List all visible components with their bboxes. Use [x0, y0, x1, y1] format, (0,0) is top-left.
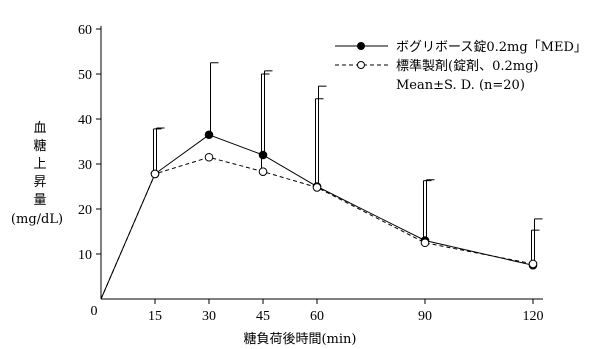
axis-ticks: 10 20 30 40 50 60 0 15 30 45 60 90 120	[78, 23, 544, 324]
data-point-reference	[258, 167, 268, 176]
y-axis-label-char: 昇	[33, 175, 46, 190]
x-tick-label: 120	[523, 309, 544, 324]
data-point-reference	[312, 183, 322, 192]
y-tick-label: 50	[78, 68, 92, 83]
y-tick-label: 30	[78, 158, 92, 173]
legend-note: Mean±S. D. (n=20)	[396, 78, 525, 93]
data-point-reference	[420, 238, 430, 248]
x-tick-label: 90	[418, 309, 432, 324]
y-axis-label-char: 量	[33, 193, 46, 208]
y-tick-label: 60	[78, 23, 92, 38]
series-lines	[100, 134, 534, 300]
data-points	[150, 130, 538, 270]
y-axis-label-char: 血	[33, 121, 46, 136]
data-point-test	[204, 130, 214, 140]
x-tick-label: 60	[310, 309, 324, 324]
legend-marker-open	[357, 61, 365, 69]
series-line-test	[100, 134, 534, 300]
data-point-test	[258, 150, 268, 160]
series-line-reference	[100, 156, 534, 300]
y-axis-unit: (mg/dL)	[11, 212, 63, 227]
y-tick-label: 40	[78, 113, 92, 128]
legend-marker-filled	[357, 42, 365, 50]
x-axis-label: 糖負荷後時間(min)	[243, 331, 356, 347]
y-axis-label: 血 糖 上 昇 量 (mg/dL)	[11, 121, 63, 227]
x-tick-label: 15	[148, 309, 162, 324]
data-point-reference	[150, 169, 160, 179]
legend-label-series-1: ボグリボース錠0.2mg「MED」	[396, 40, 587, 55]
origin-tick-label: 0	[91, 304, 98, 319]
y-tick-label: 20	[78, 203, 92, 218]
legend: ボグリボース錠0.2mg「MED」 標準製剤(錠剤、0.2mg) Mean±S.…	[335, 40, 587, 93]
x-tick-label: 45	[256, 309, 270, 324]
y-axis-label-char: 糖	[33, 138, 46, 154]
x-tick-label: 30	[202, 309, 216, 324]
data-point-reference	[204, 152, 214, 162]
y-tick-label: 10	[78, 248, 92, 263]
legend-label-series-2: 標準製剤(錠剤、0.2mg)	[396, 58, 538, 74]
error-bars	[153, 62, 543, 266]
y-axis-label-char: 上	[33, 157, 46, 172]
data-point-reference	[528, 259, 538, 269]
